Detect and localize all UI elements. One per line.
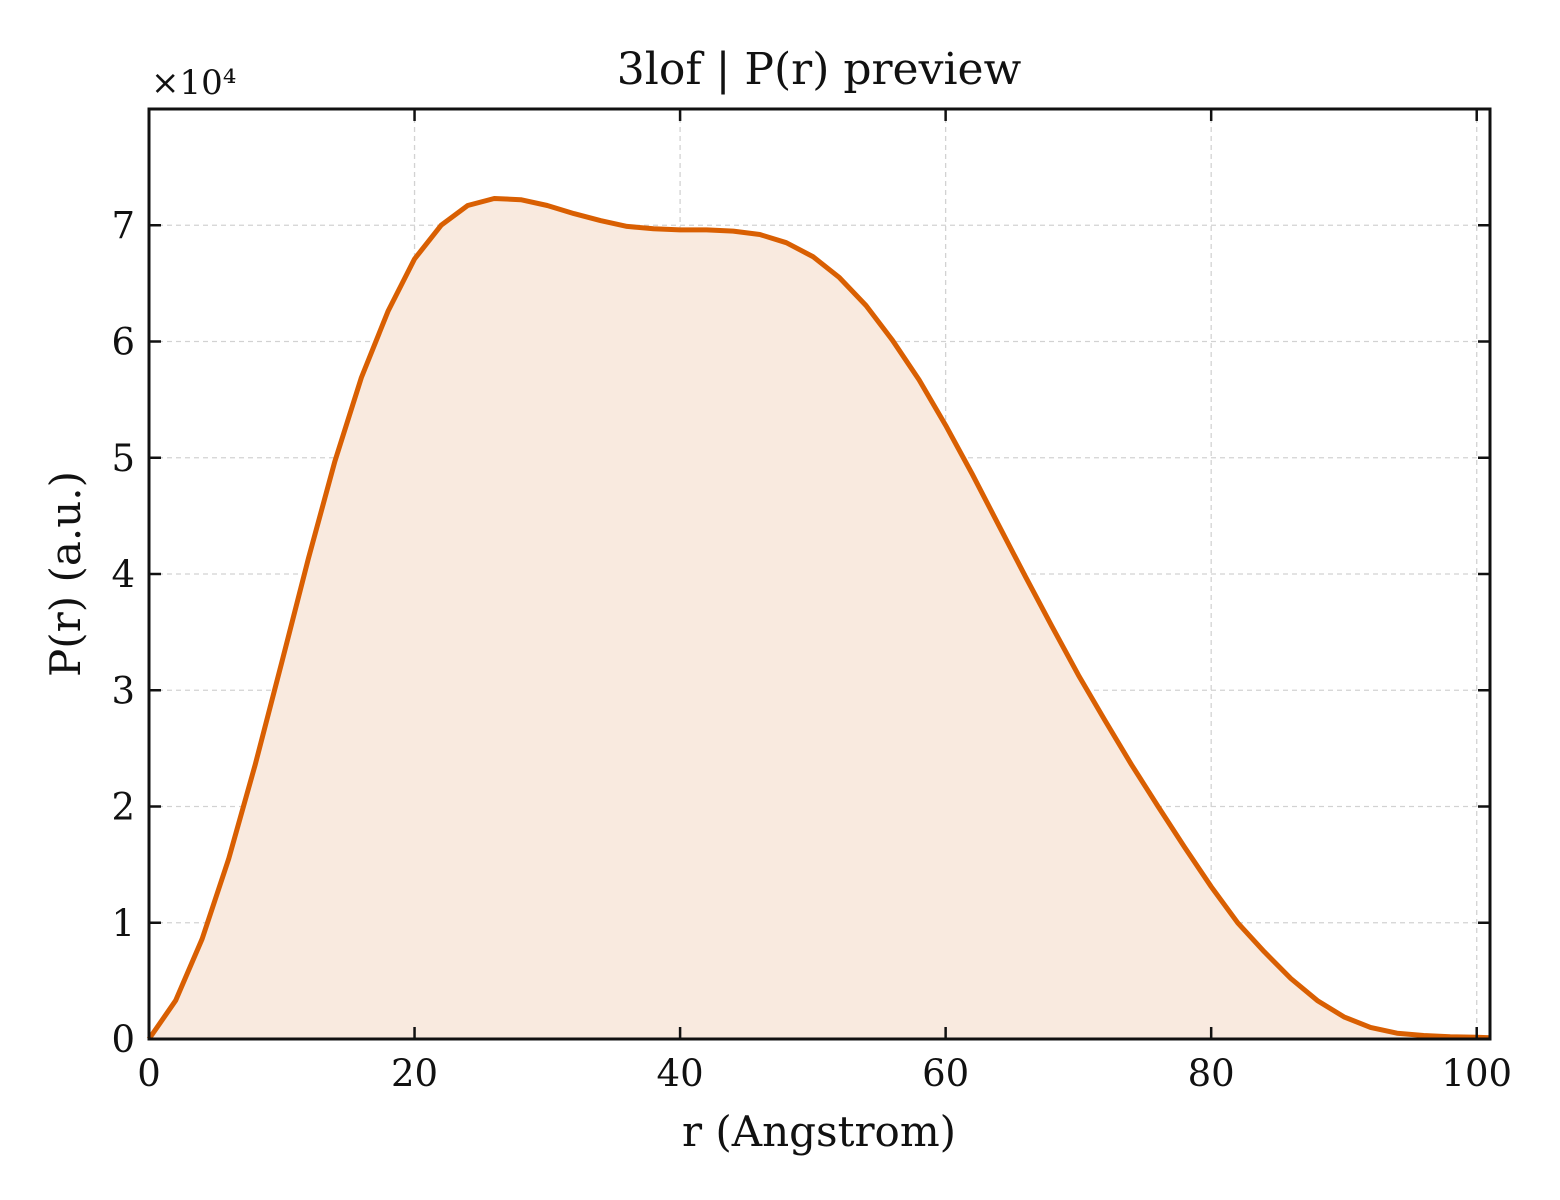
y-tick-label: 0 bbox=[111, 1018, 135, 1061]
plot-area bbox=[146, 196, 1491, 1041]
x-tick-label: 80 bbox=[1188, 1052, 1235, 1095]
y-tick-label: 6 bbox=[111, 321, 135, 364]
y-tick-label: 1 bbox=[111, 902, 135, 945]
x-axis-title: r (Angstrom) bbox=[682, 1107, 956, 1156]
y-tick-label: 4 bbox=[111, 553, 135, 596]
x-tick-label: 100 bbox=[1441, 1052, 1512, 1095]
y-axis-title: P(r) (a.u.) bbox=[41, 471, 90, 677]
x-tick-label: 0 bbox=[137, 1052, 161, 1095]
axes-frame bbox=[147, 107, 1492, 1041]
x-tick-label: 40 bbox=[657, 1052, 704, 1095]
pr-fill-area bbox=[149, 198, 1490, 1039]
x-tick-label: 60 bbox=[922, 1052, 969, 1095]
y-multiplier-label: ×10⁴ bbox=[151, 63, 236, 103]
y-tick-label: 3 bbox=[111, 669, 135, 712]
pr-curve-line bbox=[146, 196, 1491, 1041]
y-tick-label: 2 bbox=[111, 786, 135, 829]
x-tick-labels: 0 20 40 60 80 100 bbox=[137, 1052, 1512, 1095]
y-tick-label: 5 bbox=[111, 437, 135, 480]
x-tick-label: 20 bbox=[391, 1052, 438, 1095]
y-tick-labels: 0 1 2 3 4 5 6 7 bbox=[111, 204, 135, 1061]
y-tick-label: 7 bbox=[111, 204, 135, 247]
chart-title: 3lof | P(r) preview bbox=[617, 44, 1022, 95]
